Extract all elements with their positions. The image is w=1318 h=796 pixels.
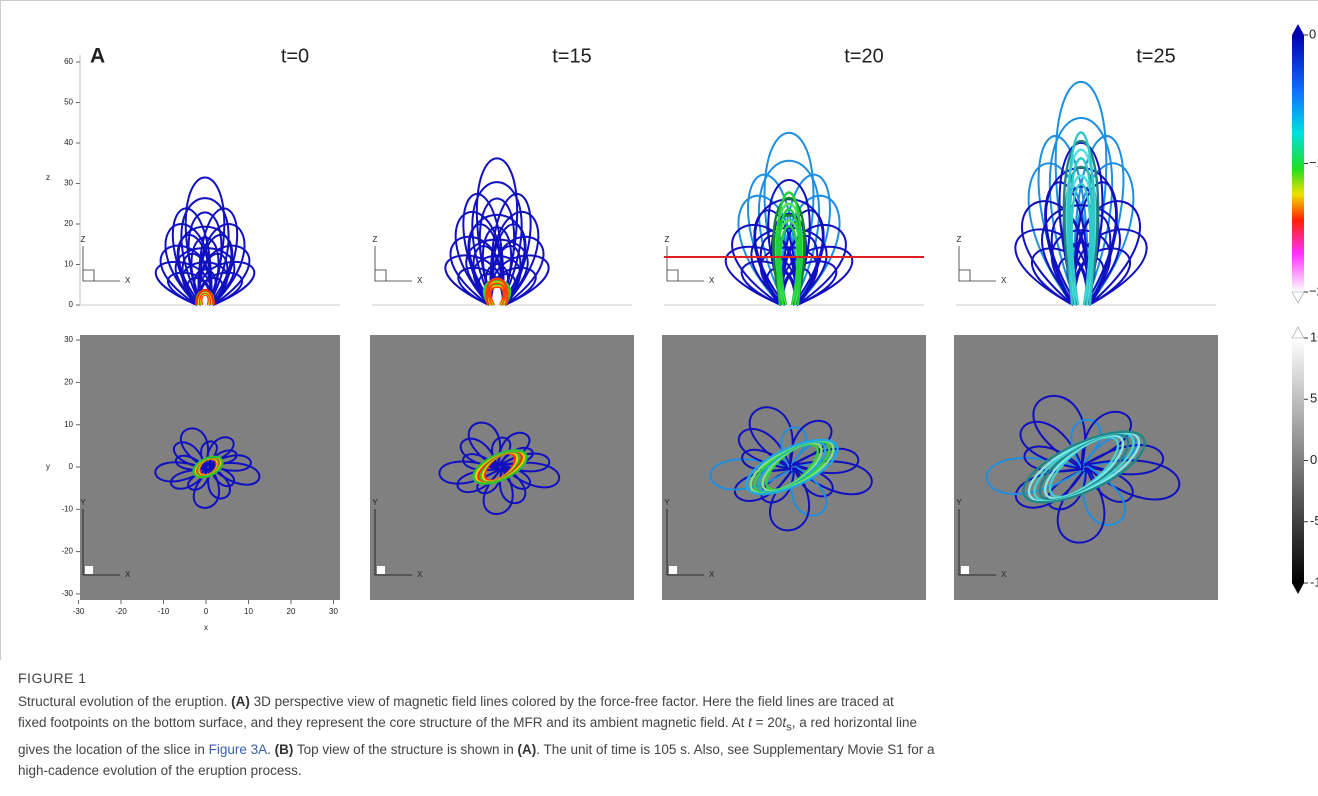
inset-box [961, 566, 969, 574]
page: A B z y x α B z 01020304050603020100-10-… [0, 0, 1318, 796]
time-label: t=0 [281, 45, 309, 67]
colorbar-tick-label: -5 [1310, 513, 1318, 528]
figure: A B z y x α B z 01020304050603020100-10-… [0, 0, 1318, 660]
colorbar-cap [1292, 327, 1304, 338]
field-lines [445, 158, 548, 305]
inset-axes [375, 246, 412, 281]
colorbar-cap [1292, 24, 1304, 35]
text: (A) [518, 742, 537, 757]
colorbar-cap [1292, 292, 1304, 303]
text: (B) [275, 742, 294, 757]
inset-label: X [709, 570, 715, 579]
panel-label: A [90, 45, 105, 68]
y-tick-label: 20 [64, 219, 73, 228]
inset-axes [959, 246, 996, 281]
text: Top view of the structure is shown in [293, 742, 517, 757]
text: . [267, 742, 275, 757]
text: 3D perspective view of magnetic field li… [250, 694, 894, 709]
inset-label: X [417, 570, 423, 579]
y-tick-label: 10 [64, 260, 73, 269]
caption-line: gives the location of the slice in Figur… [18, 739, 1308, 760]
axis-label: z [46, 173, 50, 182]
colorbar-tick-label: 0 [1310, 452, 1317, 467]
inset-label: Y [664, 498, 670, 507]
inset-label: X [1001, 276, 1007, 285]
y-tick-label: 50 [64, 98, 73, 107]
y-tick-label: 30 [64, 179, 73, 188]
inset-label: X [709, 276, 715, 285]
colorbar-tick-label: −1 [1309, 155, 1318, 170]
inset-box [669, 566, 677, 574]
inset-label: X [125, 570, 131, 579]
y-tick-label: 40 [64, 138, 73, 147]
caption-line: Structural evolution of the eruption. (A… [18, 691, 1308, 712]
inset-axes [83, 246, 120, 281]
colorbar-tick-label: −2 [1309, 283, 1318, 298]
caption-line: high-cadence evolution of the eruption p… [18, 760, 1308, 781]
text: . The unit of time is 105 s. Also, see S… [536, 742, 934, 757]
figure-label: FIGURE 1 [18, 668, 1308, 689]
text: (A) [231, 694, 250, 709]
x-tick-label: 10 [244, 607, 253, 616]
axis-label: y [46, 462, 50, 471]
y-tick-label: -30 [61, 589, 73, 598]
colorbar-cap [1292, 583, 1304, 594]
colorbar-tick-label: 5 [1310, 391, 1317, 406]
inset-label: X [125, 276, 131, 285]
caption-line: fixed footpoints on the bottom surface, … [18, 712, 1308, 739]
text: Structural evolution of the eruption. [18, 694, 231, 709]
inset-label: Y [956, 498, 962, 507]
inset-axes [667, 246, 704, 281]
inset-label: Y [80, 498, 86, 507]
y-tick-label: 0 [69, 300, 74, 309]
x-tick-label: 30 [329, 607, 338, 616]
colorbar [1292, 35, 1304, 292]
field-lines [1015, 82, 1146, 305]
inset-box [85, 566, 93, 574]
field-lines [726, 133, 853, 305]
x-tick-label: -30 [73, 607, 85, 616]
link[interactable]: Figure 3A [209, 742, 268, 757]
caption: FIGURE 1 Structural evolution of the eru… [18, 668, 1308, 781]
inset-box [377, 566, 385, 574]
y-tick-label: 0 [69, 462, 74, 471]
colorbar-tick-label: -10 [1310, 574, 1318, 589]
inset-label: Z [957, 235, 962, 244]
inset-label: Z [373, 235, 378, 244]
time-label: t=20 [844, 45, 883, 67]
text: = 20 [752, 715, 782, 730]
y-tick-label: 20 [64, 378, 73, 387]
inset-label: Y [372, 498, 378, 507]
colorbar-tick-label: 0 [1309, 26, 1316, 41]
time-label: t=25 [1136, 45, 1175, 67]
x-tick-label: 0 [204, 607, 209, 616]
text: gives the location of the slice in [18, 742, 209, 757]
field-line [765, 133, 814, 305]
y-tick-label: 10 [64, 420, 73, 429]
inset-label: X [1001, 570, 1007, 579]
y-tick-label: 60 [64, 57, 73, 66]
inset-label: X [417, 276, 423, 285]
colorbar [1292, 338, 1304, 583]
y-tick-label: -20 [61, 547, 73, 556]
y-tick-label: 30 [64, 335, 73, 344]
text: high-cadence evolution of the eruption p… [18, 763, 302, 778]
time-label: t=15 [552, 45, 591, 67]
x-tick-label: -20 [115, 607, 127, 616]
text: , a red horizontal line [792, 715, 917, 730]
axis-label: x [204, 623, 208, 632]
text: fixed footpoints on the bottom surface, … [18, 715, 748, 730]
inset-label: Z [81, 235, 86, 244]
field-lines [156, 178, 255, 306]
colorbar-tick-label: 10 [1310, 329, 1318, 344]
x-tick-label: -10 [158, 607, 170, 616]
inset-label: Z [665, 235, 670, 244]
y-tick-label: -10 [61, 504, 73, 513]
x-tick-label: 20 [287, 607, 296, 616]
